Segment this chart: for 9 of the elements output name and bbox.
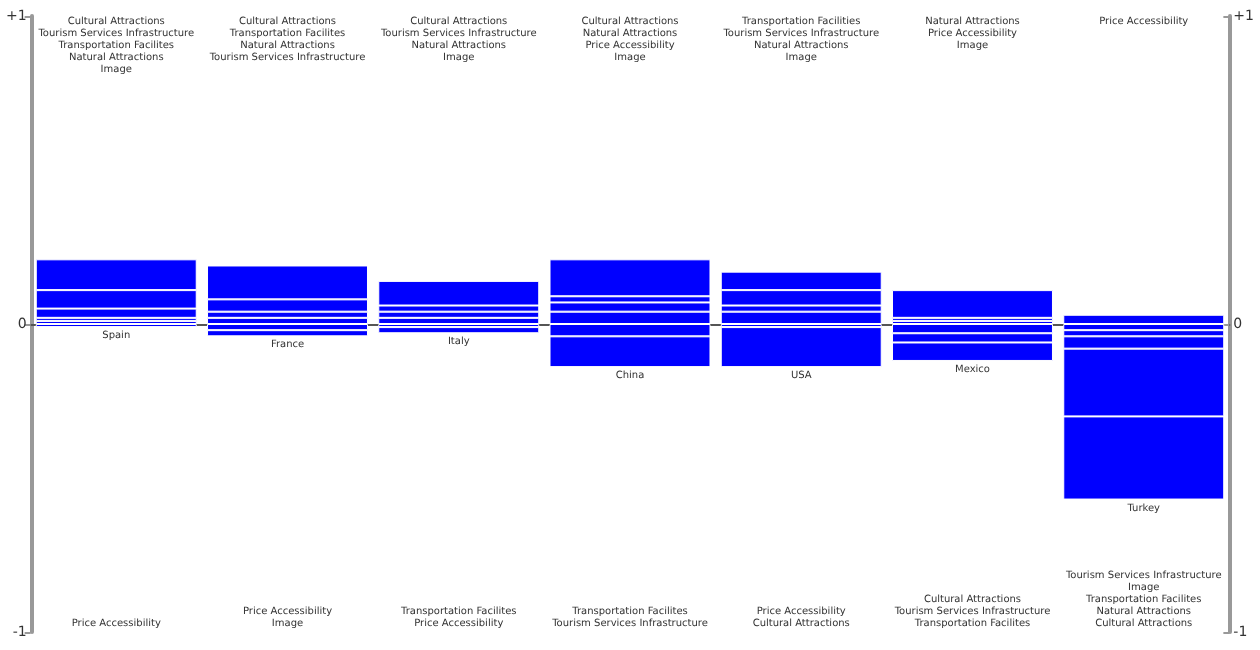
bar (207, 330, 368, 337)
bar (1063, 314, 1225, 324)
bar (549, 259, 711, 297)
bar (892, 290, 1053, 318)
bar (892, 324, 1053, 334)
bar (378, 311, 540, 318)
bar (378, 280, 540, 306)
bar (207, 324, 368, 331)
bar (207, 317, 368, 324)
